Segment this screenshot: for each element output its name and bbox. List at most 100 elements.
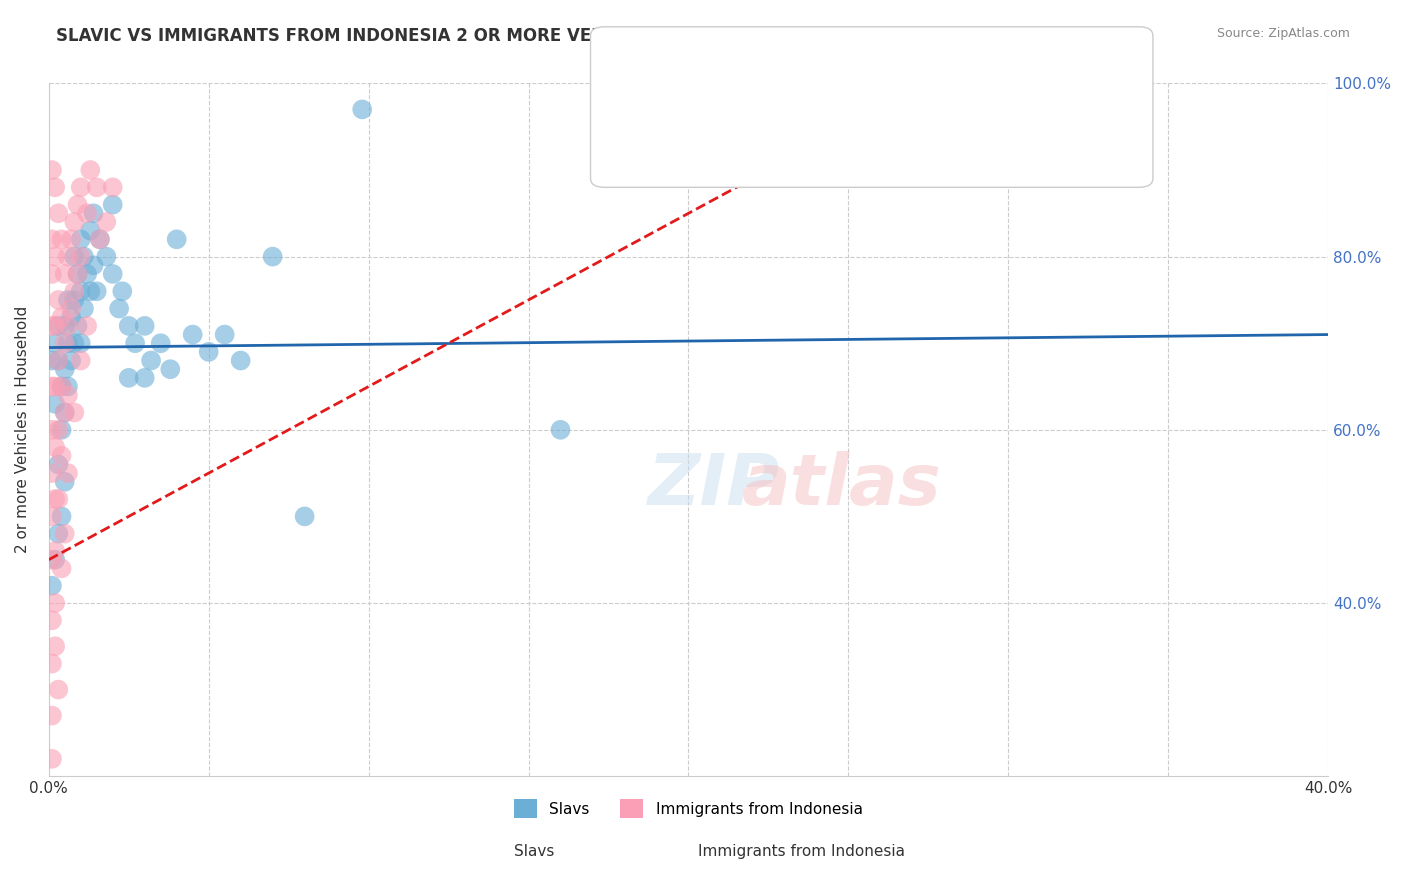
Point bbox=[44, 318, 66, 333]
Point bbox=[60, 301, 83, 316]
Point bbox=[44, 640, 66, 654]
Point bbox=[51, 310, 73, 325]
Point bbox=[51, 509, 73, 524]
Point bbox=[41, 752, 63, 766]
Point bbox=[66, 197, 89, 211]
Point bbox=[46, 682, 69, 697]
Point bbox=[41, 466, 63, 480]
Point bbox=[46, 353, 69, 368]
Point bbox=[89, 232, 111, 246]
Point bbox=[63, 250, 86, 264]
Point bbox=[76, 318, 98, 333]
Text: ZIP: ZIP bbox=[648, 450, 780, 520]
Point bbox=[69, 180, 91, 194]
Point bbox=[41, 579, 63, 593]
Point bbox=[44, 492, 66, 507]
Point bbox=[73, 301, 96, 316]
Point bbox=[56, 336, 79, 351]
Point bbox=[79, 224, 101, 238]
Point bbox=[56, 379, 79, 393]
Point bbox=[56, 318, 79, 333]
Point bbox=[262, 250, 284, 264]
Point bbox=[139, 353, 162, 368]
Point bbox=[66, 267, 89, 281]
Point bbox=[60, 310, 83, 325]
Point bbox=[56, 293, 79, 307]
Point bbox=[41, 163, 63, 178]
Point bbox=[51, 561, 73, 575]
Text: SLAVIC VS IMMIGRANTS FROM INDONESIA 2 OR MORE VEHICLES IN HOUSEHOLD CORRELATION : SLAVIC VS IMMIGRANTS FROM INDONESIA 2 OR… bbox=[56, 27, 1012, 45]
Point bbox=[41, 552, 63, 566]
Point bbox=[46, 293, 69, 307]
Point bbox=[214, 327, 236, 342]
Point bbox=[44, 379, 66, 393]
Point bbox=[181, 327, 204, 342]
Point bbox=[69, 285, 91, 299]
Text: atlas: atlas bbox=[742, 450, 942, 520]
Point bbox=[89, 232, 111, 246]
Point bbox=[229, 353, 252, 368]
Point bbox=[76, 206, 98, 220]
Point bbox=[118, 318, 141, 333]
Point bbox=[149, 336, 172, 351]
Point bbox=[118, 371, 141, 385]
Point bbox=[63, 285, 86, 299]
Point bbox=[46, 458, 69, 472]
Point bbox=[60, 232, 83, 246]
Point bbox=[44, 544, 66, 558]
Point bbox=[96, 250, 118, 264]
Point bbox=[63, 405, 86, 419]
Point bbox=[41, 267, 63, 281]
Point bbox=[41, 318, 63, 333]
Point bbox=[69, 250, 91, 264]
Point bbox=[86, 180, 108, 194]
Point bbox=[46, 206, 69, 220]
Point bbox=[53, 405, 76, 419]
Point bbox=[44, 336, 66, 351]
Text: Slavs: Slavs bbox=[515, 845, 554, 859]
Point bbox=[66, 267, 89, 281]
Point bbox=[56, 388, 79, 402]
Text: R = 0.327    N = 58: R = 0.327 N = 58 bbox=[661, 120, 852, 138]
Point bbox=[41, 379, 63, 393]
Point bbox=[166, 232, 188, 246]
Point bbox=[101, 180, 124, 194]
Point bbox=[51, 449, 73, 463]
Point bbox=[53, 362, 76, 376]
Point bbox=[51, 379, 73, 393]
Point bbox=[44, 397, 66, 411]
Point bbox=[86, 285, 108, 299]
Point bbox=[41, 509, 63, 524]
Point bbox=[46, 492, 69, 507]
Point bbox=[101, 267, 124, 281]
Text: Immigrants from Indonesia: Immigrants from Indonesia bbox=[697, 845, 905, 859]
Point bbox=[44, 250, 66, 264]
Point bbox=[41, 708, 63, 723]
Point bbox=[63, 336, 86, 351]
Point bbox=[44, 180, 66, 194]
Point bbox=[41, 353, 63, 368]
Point bbox=[76, 267, 98, 281]
Point bbox=[197, 344, 219, 359]
Point bbox=[60, 353, 83, 368]
Text: R = 0.018    N = 60: R = 0.018 N = 60 bbox=[661, 58, 852, 76]
Point bbox=[53, 526, 76, 541]
Point bbox=[96, 215, 118, 229]
Point bbox=[108, 301, 131, 316]
Point bbox=[73, 250, 96, 264]
Point bbox=[66, 318, 89, 333]
Point bbox=[79, 285, 101, 299]
Point bbox=[69, 353, 91, 368]
Legend: Slavs, Immigrants from Indonesia: Slavs, Immigrants from Indonesia bbox=[508, 793, 869, 824]
Point bbox=[51, 379, 73, 393]
Point bbox=[53, 405, 76, 419]
Point bbox=[46, 526, 69, 541]
Point bbox=[44, 440, 66, 454]
Point bbox=[56, 250, 79, 264]
Point bbox=[44, 596, 66, 610]
Point bbox=[294, 509, 316, 524]
Point bbox=[69, 232, 91, 246]
Point bbox=[134, 371, 156, 385]
Point bbox=[79, 163, 101, 178]
Point bbox=[352, 103, 374, 117]
